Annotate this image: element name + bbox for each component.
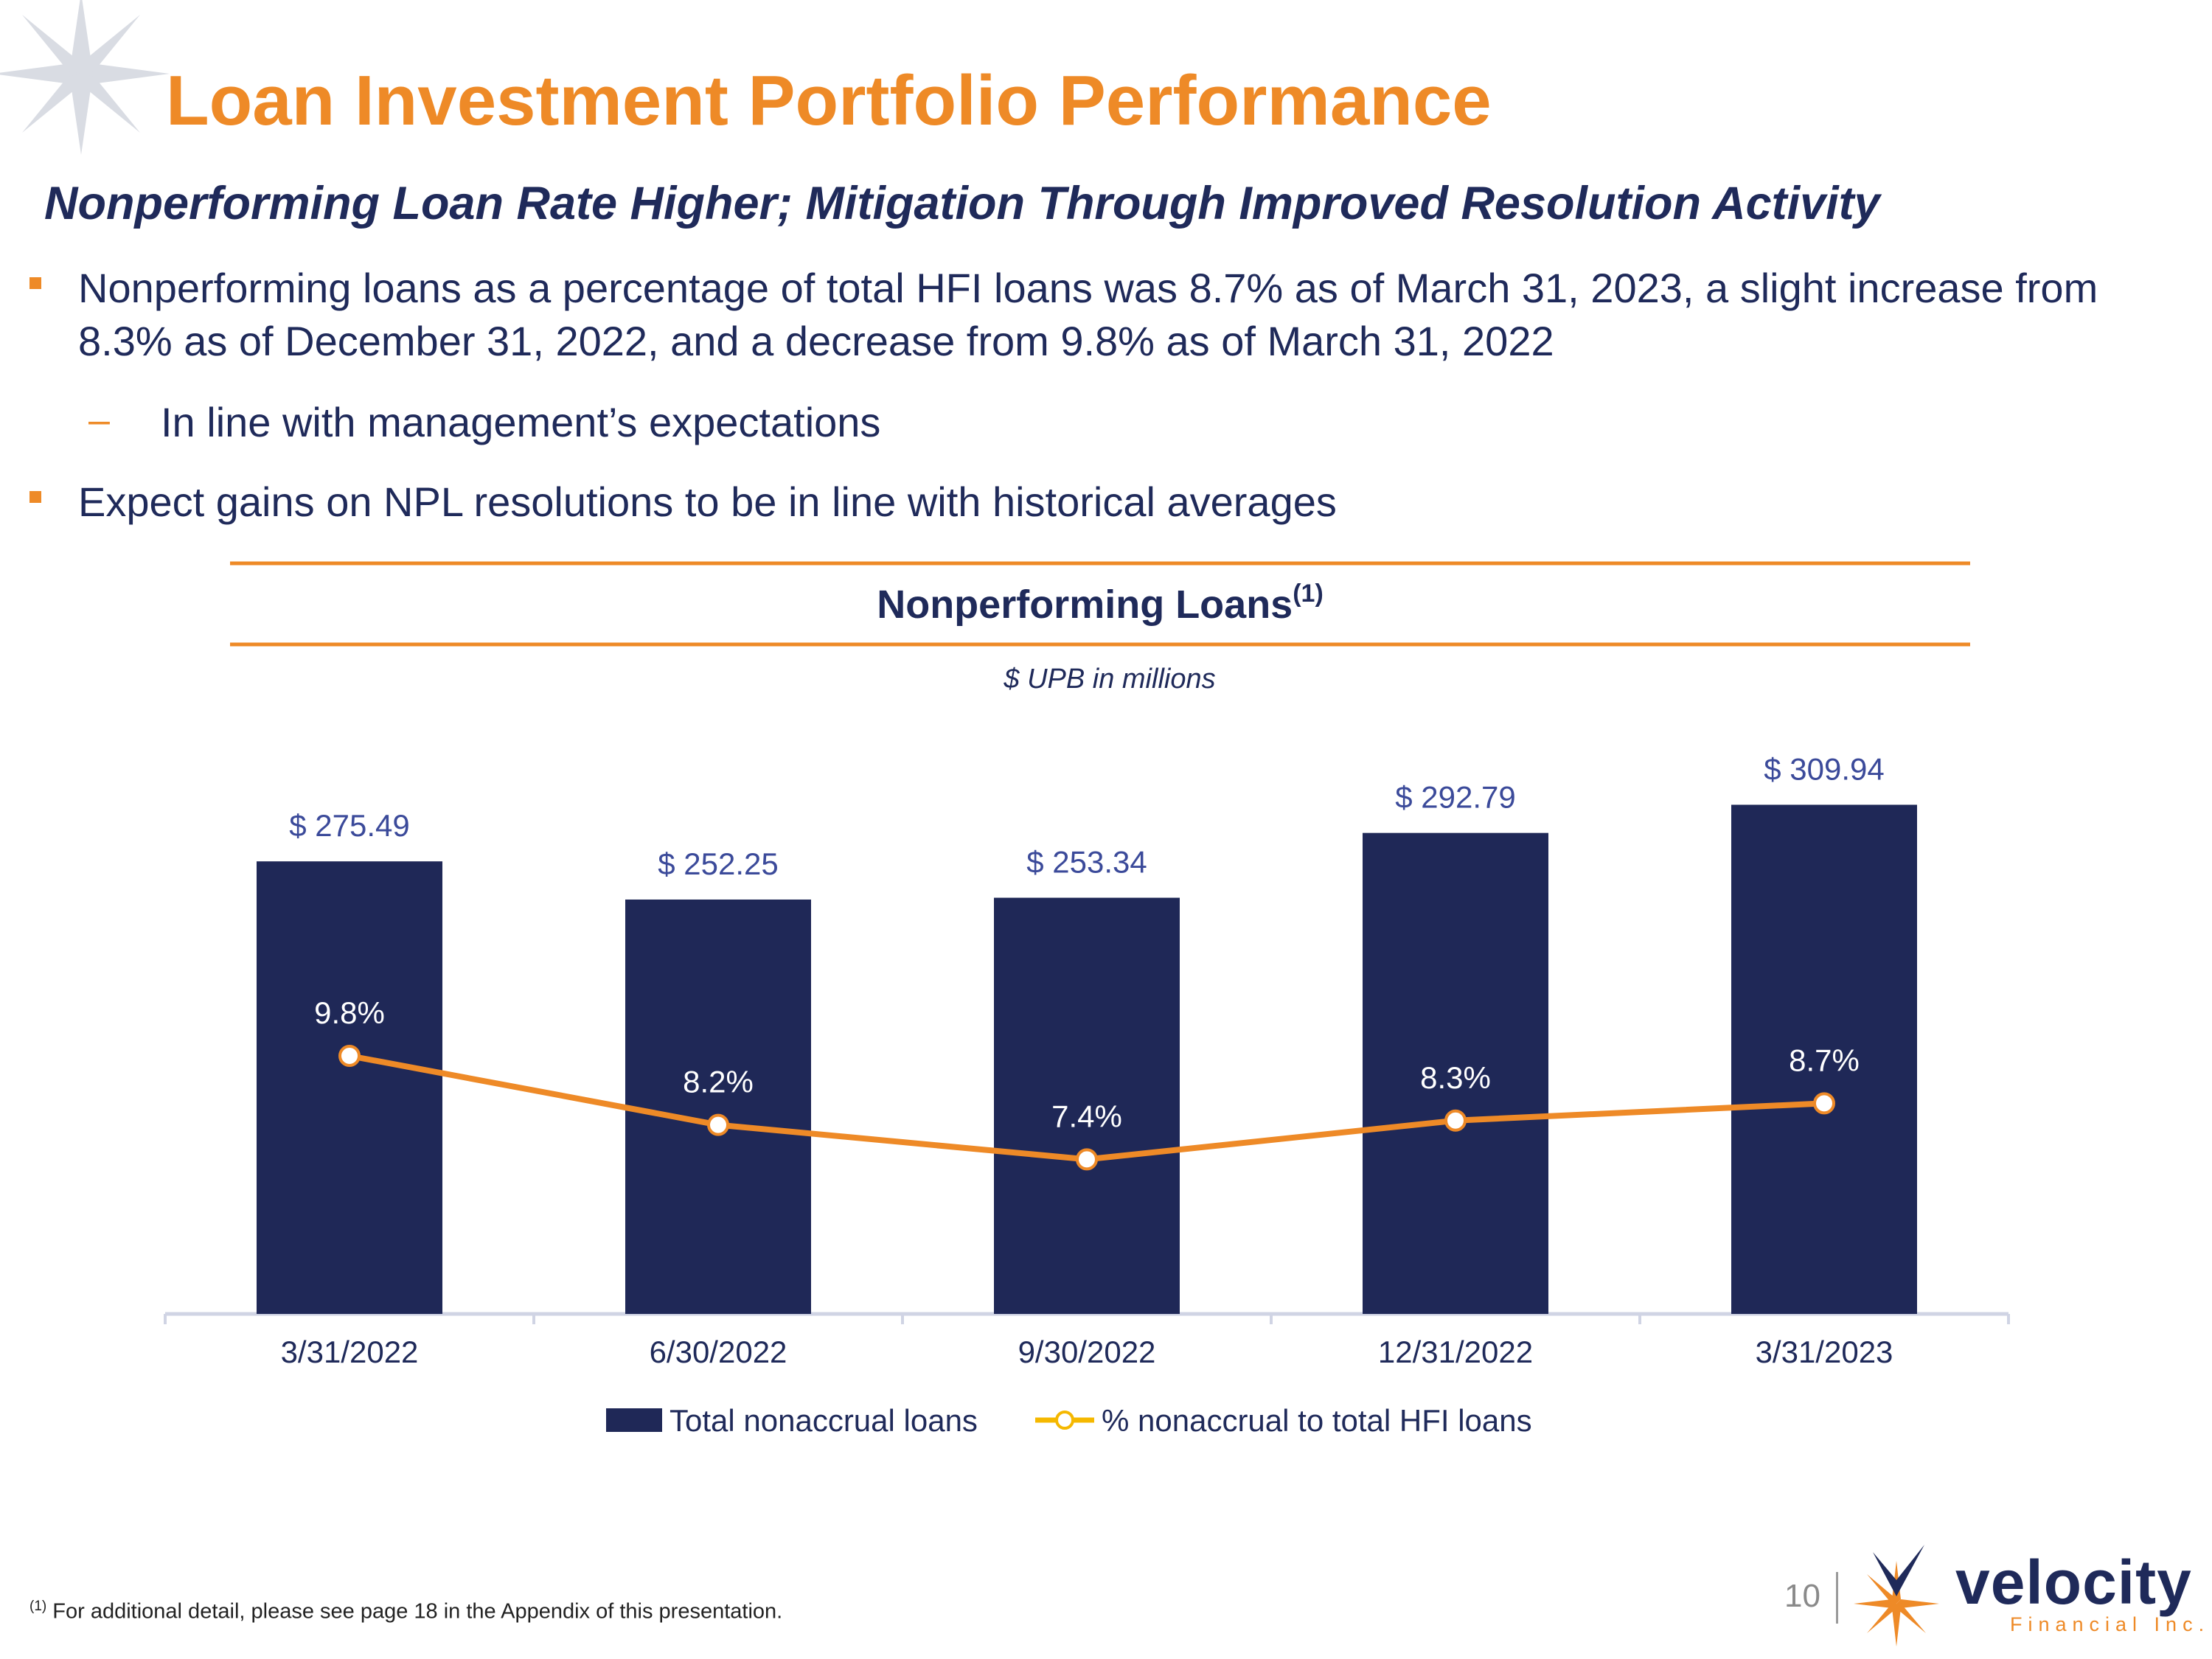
line-point-marker bbox=[1076, 1148, 1098, 1171]
x-tick-label: 9/30/2022 bbox=[1018, 1335, 1156, 1369]
legend-swatch-marker bbox=[1055, 1411, 1074, 1430]
chart-bar bbox=[1731, 804, 1917, 1314]
bullet-marker bbox=[29, 491, 41, 503]
chart-legend: Total nonaccrual loans % nonaccrual to t… bbox=[606, 1403, 1532, 1438]
chart-subtitle: $ UPB in millions bbox=[1003, 664, 1215, 695]
page-subtitle: Nonperforming Loan Rate Higher; Mitigati… bbox=[44, 178, 1880, 229]
x-tick-label: 3/31/2022 bbox=[281, 1335, 419, 1369]
legend-swatch-bars bbox=[606, 1408, 662, 1432]
chart-title: Nonperforming Loans(1) bbox=[877, 580, 1324, 627]
line-point-marker bbox=[1444, 1109, 1467, 1132]
sub-bullet-dash: – bbox=[88, 399, 110, 442]
bullet-1-line-2: 8.3% as of December 31, 2022, and a decr… bbox=[78, 318, 1554, 364]
bar-value-label: $ 309.94 bbox=[1764, 751, 1885, 786]
bullet-1-line-1: Nonperforming loans as a percentage of t… bbox=[78, 265, 2098, 311]
page-number: 10 bbox=[1784, 1578, 1820, 1614]
chart-bar bbox=[1363, 832, 1548, 1314]
decorative-star-icon bbox=[0, 0, 170, 155]
chart-bar bbox=[994, 897, 1180, 1314]
pct-value-label: 8.3% bbox=[1420, 1060, 1491, 1095]
bullet-2: Expect gains on NPL resolutions to be in… bbox=[78, 479, 1337, 525]
line-point-marker bbox=[1813, 1092, 1835, 1115]
sub-bullet-text: In line with management’s expectations bbox=[161, 399, 881, 445]
line-point-marker bbox=[707, 1113, 729, 1136]
pct-value-label: 8.7% bbox=[1789, 1043, 1860, 1077]
page-title: Loan Investment Portfolio Performance bbox=[166, 61, 1492, 140]
chart-bar bbox=[625, 899, 811, 1314]
nonperforming-loans-chart: Nonperforming Loans(1) $ UPB in millions… bbox=[164, 561, 2010, 1438]
logo-divider bbox=[1836, 1572, 1838, 1624]
bar-value-label: $ 252.25 bbox=[658, 846, 779, 881]
chart-title-text: Nonperforming Loans bbox=[877, 582, 1293, 627]
bar-value-label: $ 275.49 bbox=[289, 808, 410, 843]
x-tick-label: 3/31/2023 bbox=[1756, 1335, 1893, 1369]
footnote: (1) For additional detail, please see pa… bbox=[29, 1599, 782, 1624]
x-tick-label: 6/30/2022 bbox=[650, 1335, 787, 1369]
pct-value-label: 9.8% bbox=[314, 995, 385, 1030]
footnote-mark: (1) bbox=[29, 1599, 47, 1614]
bar-value-label: $ 292.79 bbox=[1395, 780, 1516, 815]
legend-label-line: % nonaccrual to total HFI loans bbox=[1102, 1403, 1532, 1438]
logo-tagline: Financial Inc. bbox=[2010, 1613, 2211, 1635]
line-point-marker bbox=[338, 1045, 361, 1067]
chart-title-superscript: (1) bbox=[1293, 580, 1324, 608]
bar-value-label: $ 253.34 bbox=[1026, 845, 1147, 880]
bullet-marker bbox=[29, 277, 41, 289]
footnote-text: For additional detail, please see page 1… bbox=[46, 1599, 783, 1624]
pct-value-label: 8.2% bbox=[683, 1065, 754, 1099]
logo-wordmark: velocity bbox=[1955, 1548, 2192, 1617]
legend-label-bars: Total nonaccrual loans bbox=[669, 1403, 978, 1438]
velocity-logo-icon bbox=[1854, 1545, 1939, 1646]
pct-value-label: 7.4% bbox=[1051, 1099, 1122, 1133]
chart-bar bbox=[257, 861, 442, 1314]
x-tick-label: 12/31/2022 bbox=[1378, 1335, 1533, 1369]
